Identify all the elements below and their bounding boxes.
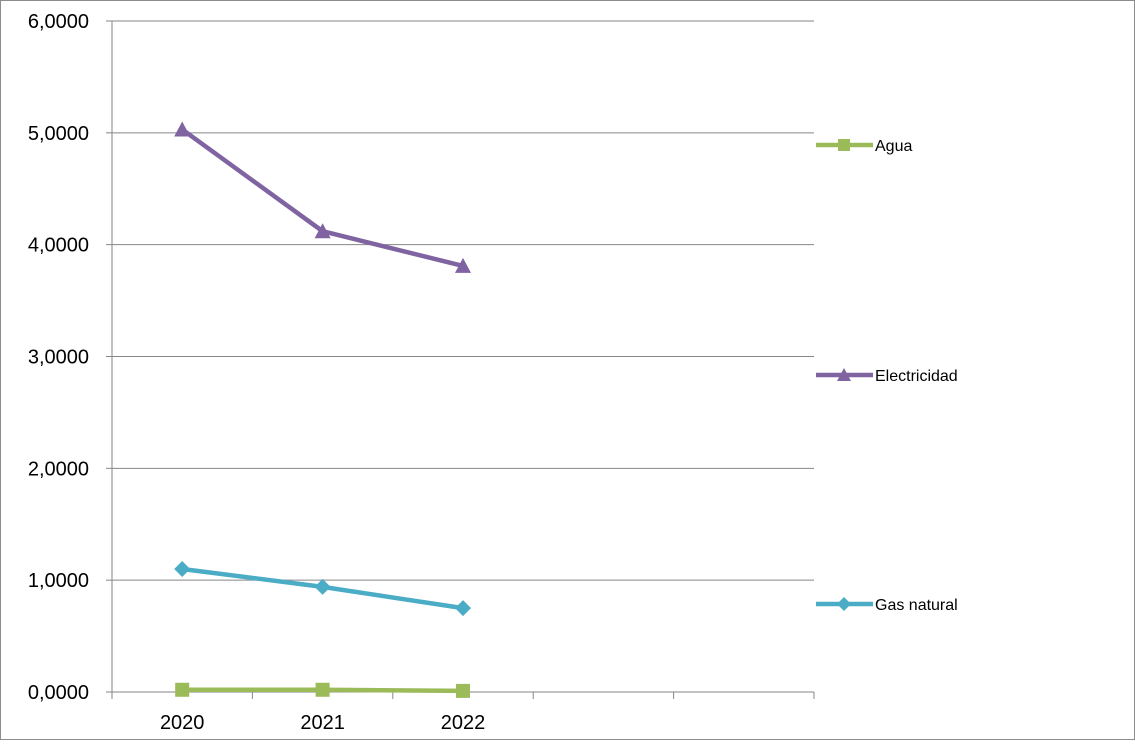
x-tick-label: 2021 <box>300 712 345 734</box>
legend-entry-agua: Agua <box>816 138 912 155</box>
x-tick-label: 2020 <box>160 712 205 734</box>
legend: Agua Electricidad Gas natural <box>816 138 958 614</box>
legend-marker <box>838 139 850 151</box>
data-point <box>314 223 331 239</box>
x-tick-label: 2022 <box>441 712 486 734</box>
legend-label: Electricidad <box>875 368 958 385</box>
y-tick-label: 5,0000 <box>28 123 89 145</box>
series-agua <box>175 682 470 698</box>
series-gas-natural <box>174 560 471 617</box>
data-point <box>456 683 470 698</box>
series-electricidad <box>174 121 471 273</box>
data-point <box>315 682 330 697</box>
y-tick-label: 1,0000 <box>28 570 89 592</box>
legend-entry-electricidad: Electricidad <box>816 368 958 385</box>
data-point <box>175 682 190 697</box>
legend-marker <box>837 597 851 611</box>
data-point <box>174 121 191 137</box>
series-line <box>179 127 466 269</box>
legend-entry-gas-natural: Gas natural <box>816 597 958 614</box>
y-tick-label: 6,0000 <box>28 11 89 33</box>
y-tick-label: 3,0000 <box>28 347 89 369</box>
axes: 0,0000 1,0000 2,0000 3,0000 4,0000 5,0000 6,00… <box>28 11 815 734</box>
y-tick-label: 2,0000 <box>28 458 89 480</box>
legend-marker <box>837 368 851 381</box>
y-tick-label: 0,0000 <box>28 682 89 704</box>
series-lines <box>174 121 471 698</box>
gridlines <box>112 20 814 581</box>
data-point <box>455 257 471 273</box>
legend-label: Gas natural <box>875 597 958 614</box>
y-tick-label: 4,0000 <box>28 235 89 257</box>
data-point <box>174 560 191 577</box>
data-point <box>314 578 331 595</box>
data-point <box>455 600 471 617</box>
legend-label: Agua <box>875 138 912 155</box>
